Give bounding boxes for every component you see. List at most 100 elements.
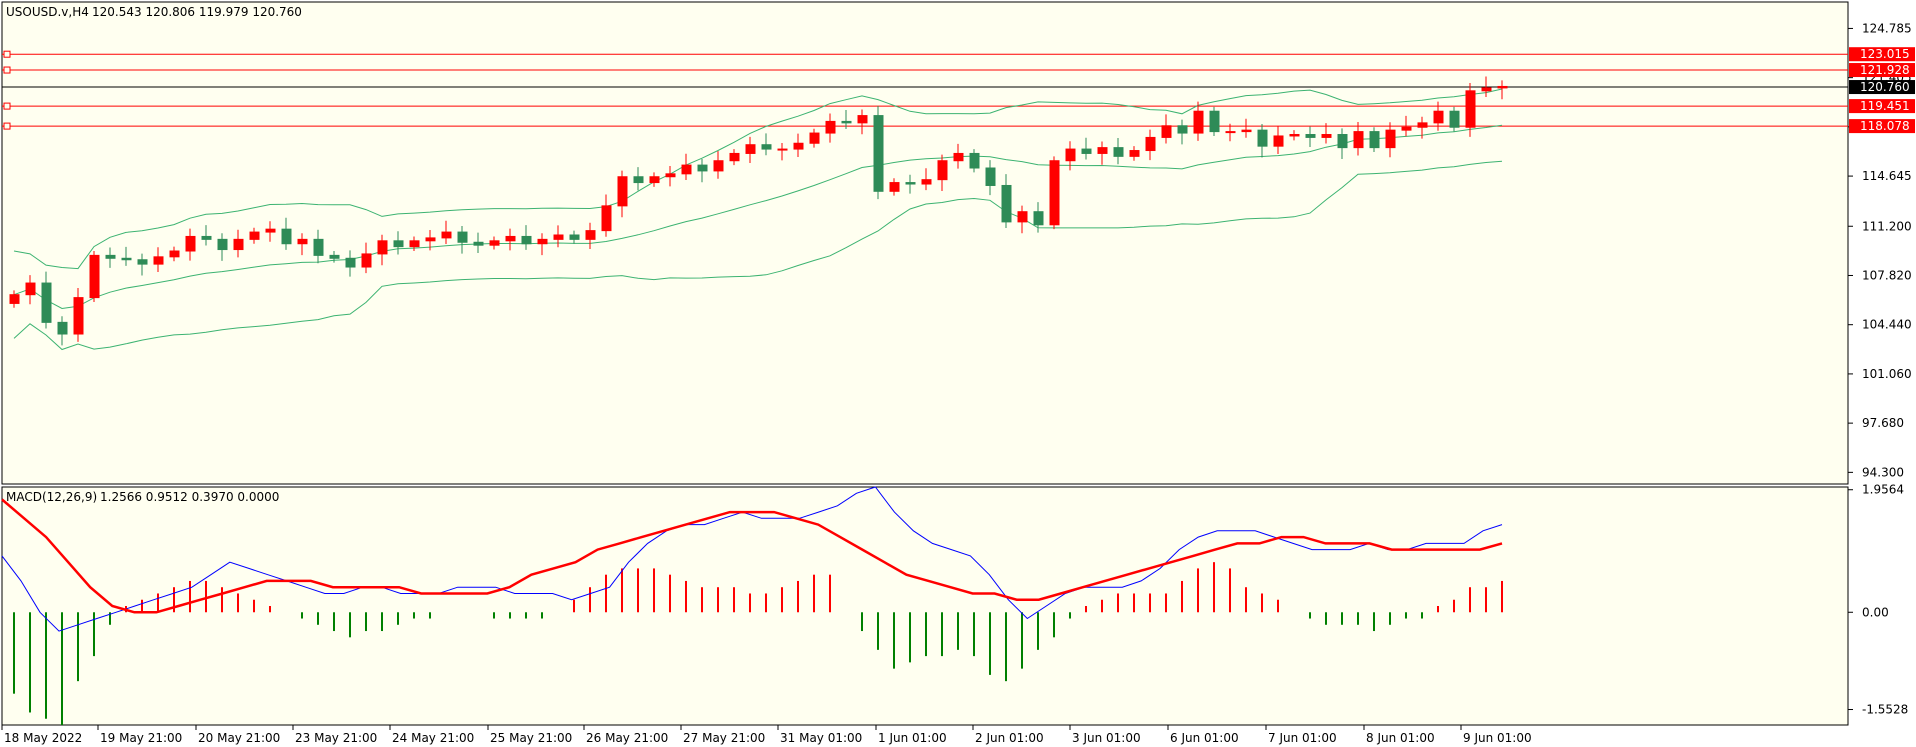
candle[interactable]	[1209, 106, 1220, 136]
candle[interactable]	[761, 133, 772, 156]
candle[interactable]	[1177, 119, 1188, 145]
candle[interactable]	[489, 236, 500, 250]
candle[interactable]	[1033, 202, 1044, 233]
candle[interactable]	[473, 232, 484, 254]
candle[interactable]	[249, 227, 260, 244]
candle[interactable]	[985, 160, 996, 196]
candle[interactable]	[73, 287, 84, 342]
candle[interactable]	[1273, 126, 1284, 155]
candle[interactable]	[1097, 141, 1108, 165]
candle[interactable]	[1145, 129, 1156, 161]
candle[interactable]	[649, 172, 660, 187]
candle[interactable]	[857, 109, 868, 135]
candle[interactable]	[665, 165, 676, 187]
candle[interactable]	[1129, 146, 1140, 161]
candle[interactable]	[457, 225, 468, 254]
candle[interactable]	[137, 253, 148, 276]
candle[interactable]	[569, 230, 580, 244]
candle[interactable]	[681, 153, 692, 180]
candle[interactable]	[1385, 122, 1396, 158]
candle[interactable]	[185, 228, 196, 261]
candle[interactable]	[345, 250, 356, 277]
candle[interactable]	[617, 170, 628, 218]
candle[interactable]	[361, 242, 372, 274]
candle[interactable]	[601, 194, 612, 237]
candle[interactable]	[697, 158, 708, 183]
candle[interactable]	[1001, 174, 1012, 229]
candle[interactable]	[1193, 101, 1204, 141]
candle[interactable]	[57, 316, 68, 346]
candle[interactable]	[169, 246, 180, 262]
level-handle[interactable]	[3, 102, 11, 110]
candle[interactable]	[153, 247, 164, 272]
candle[interactable]	[1481, 76, 1492, 97]
candle[interactable]	[297, 233, 308, 256]
candle[interactable]	[1257, 124, 1268, 158]
candle[interactable]	[1353, 121, 1364, 156]
candle[interactable]	[825, 113, 836, 143]
candle[interactable]	[41, 271, 52, 329]
candle[interactable]	[889, 178, 900, 196]
candle[interactable]	[841, 110, 852, 129]
candle[interactable]	[1065, 141, 1076, 171]
candle[interactable]	[521, 225, 532, 250]
candle[interactable]	[1289, 130, 1300, 141]
candle[interactable]	[969, 149, 980, 173]
candle[interactable]	[777, 142, 788, 161]
candle[interactable]	[585, 222, 596, 249]
level-handle[interactable]	[3, 50, 11, 58]
candle[interactable]	[329, 251, 340, 263]
candle[interactable]	[1161, 114, 1172, 144]
candle[interactable]	[537, 233, 548, 256]
candle[interactable]	[793, 133, 804, 157]
candle[interactable]	[873, 105, 884, 200]
candle[interactable]	[745, 136, 756, 164]
main-chart-pane[interactable]	[1, 1, 1849, 485]
candle[interactable]	[1401, 115, 1412, 137]
candle[interactable]	[1113, 138, 1124, 165]
candle[interactable]	[441, 220, 452, 245]
candle[interactable]	[89, 251, 100, 302]
candle[interactable]	[553, 225, 564, 248]
candle[interactable]	[1337, 128, 1348, 159]
candle[interactable]	[1049, 156, 1060, 230]
candle[interactable]	[729, 149, 740, 166]
candle[interactable]	[377, 234, 388, 266]
candle[interactable]	[921, 168, 932, 191]
candle[interactable]	[633, 167, 644, 191]
candle[interactable]	[1321, 123, 1332, 144]
candle[interactable]	[265, 221, 276, 242]
candle[interactable]	[937, 154, 948, 192]
candle[interactable]	[1017, 205, 1028, 234]
candle[interactable]	[1241, 118, 1252, 138]
candle[interactable]	[1417, 116, 1428, 139]
candle[interactable]	[1081, 137, 1092, 160]
candle[interactable]	[1305, 126, 1316, 148]
level-handle[interactable]	[3, 66, 11, 74]
candle[interactable]	[313, 229, 324, 264]
candle[interactable]	[1497, 80, 1508, 100]
candle[interactable]	[201, 225, 212, 246]
candle[interactable]	[9, 290, 20, 308]
candle[interactable]	[1449, 106, 1460, 132]
candle[interactable]	[409, 236, 420, 252]
candle[interactable]	[121, 246, 132, 266]
candle[interactable]	[425, 230, 436, 251]
candle[interactable]	[1369, 127, 1380, 152]
candle[interactable]	[281, 217, 292, 250]
candle[interactable]	[217, 233, 228, 261]
candle[interactable]	[1225, 123, 1236, 142]
candle[interactable]	[393, 231, 404, 255]
candle[interactable]	[905, 174, 916, 194]
candle[interactable]	[713, 151, 724, 179]
candle[interactable]	[1433, 101, 1444, 131]
macd-pane[interactable]	[1, 486, 1849, 726]
candle[interactable]	[1465, 82, 1476, 137]
level-handle[interactable]	[3, 122, 11, 130]
candle[interactable]	[953, 143, 964, 169]
candle[interactable]	[233, 229, 244, 258]
candle[interactable]	[25, 275, 36, 305]
candle[interactable]	[505, 228, 516, 251]
candle[interactable]	[105, 247, 116, 268]
candle[interactable]	[809, 128, 820, 148]
